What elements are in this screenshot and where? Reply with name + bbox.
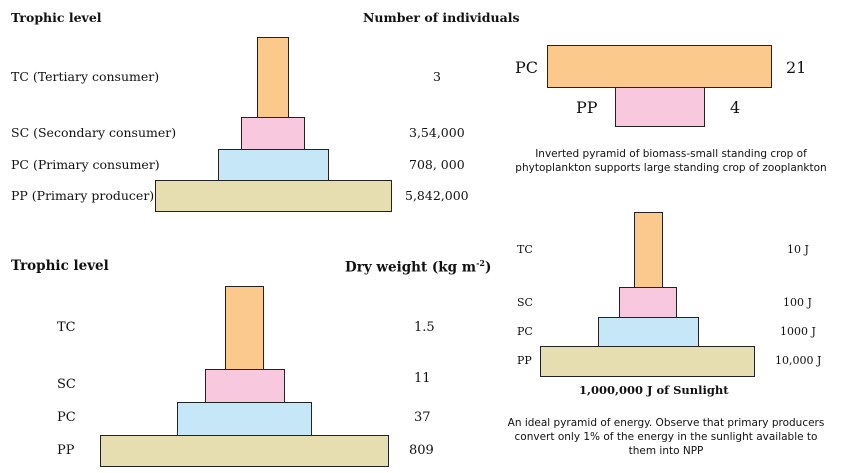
biomass-sc-value: 11 xyxy=(414,371,431,386)
numbers-pp-value: 5,842,000 xyxy=(405,188,469,203)
numbers-pc-bar xyxy=(218,149,329,181)
numbers-pp-bar xyxy=(155,180,392,212)
biomass-pp-value: 809 xyxy=(409,443,434,458)
inverted-pc-label: PC xyxy=(515,58,539,77)
biomass-tc-value: 1.5 xyxy=(414,320,435,335)
numbers-tc-bar xyxy=(257,37,289,118)
biomass-header-dry-weight-text: Dry weight (kg m xyxy=(345,259,477,276)
biomass-pc-bar xyxy=(177,402,312,436)
energy-pp-value: 10,000 J xyxy=(775,354,822,367)
numbers-tc-value: 3 xyxy=(433,69,441,84)
biomass-pp-bar xyxy=(100,435,389,467)
biomass-pc-value: 37 xyxy=(414,410,431,425)
inverted-pp-value: 4 xyxy=(730,98,741,117)
numbers-header-trophic-level: Trophic level xyxy=(11,10,102,25)
numbers-header-number-of-individuals: Number of individuals xyxy=(363,10,520,25)
energy-sc-label: SC xyxy=(517,296,533,309)
inverted-pp-bar xyxy=(615,87,705,127)
biomass-header-dry-weight-exponent: -2 xyxy=(476,258,485,268)
energy-pyramid-caption: An ideal pyramid of energy. Observe that… xyxy=(507,417,825,457)
energy-sc-value: 100 J xyxy=(783,296,812,309)
numbers-pc-label: PC (Primary consumer) xyxy=(11,157,160,172)
inverted-pc-value: 21 xyxy=(786,58,807,77)
energy-sc-bar xyxy=(619,287,677,318)
biomass-tc-label: TC xyxy=(57,320,76,335)
energy-tc-label: TC xyxy=(517,243,533,256)
inverted-pp-label: PP xyxy=(576,98,598,117)
biomass-pc-label: PC xyxy=(57,410,76,425)
biomass-sc-bar xyxy=(205,369,285,403)
energy-pc-value: 1000 J xyxy=(780,325,816,338)
biomass-pp-label: PP xyxy=(57,443,75,458)
biomass-sc-label: SC xyxy=(57,377,76,392)
energy-sunlight-label: 1,000,000 J of Sunlight xyxy=(579,383,729,397)
numbers-sc-bar xyxy=(241,117,305,150)
energy-tc-value: 10 J xyxy=(787,243,809,256)
biomass-header-dry-weight-close: ) xyxy=(484,259,492,276)
biomass-header-dry-weight: Dry weight (kg m-2) xyxy=(345,258,491,276)
biomass-tc-bar xyxy=(225,286,264,370)
biomass-header-trophic-level: Trophic level xyxy=(11,258,109,274)
numbers-tc-label: TC (Tertiary consumer) xyxy=(11,69,160,84)
energy-pc-label: PC xyxy=(517,325,533,338)
energy-tc-bar xyxy=(634,212,663,288)
numbers-pp-label: PP (Primary producer) xyxy=(11,188,155,203)
numbers-sc-value: 3,54,000 xyxy=(409,125,465,140)
numbers-pc-value: 708, 000 xyxy=(409,157,465,172)
inverted-pc-bar xyxy=(547,45,772,88)
energy-pp-label: PP xyxy=(517,354,532,367)
energy-pp-bar xyxy=(540,346,755,377)
inverted-pyramid-caption: Inverted pyramid of biomass-small standi… xyxy=(515,148,827,174)
energy-pc-bar xyxy=(598,317,699,347)
numbers-sc-label: SC (Secondary consumer) xyxy=(11,125,177,140)
